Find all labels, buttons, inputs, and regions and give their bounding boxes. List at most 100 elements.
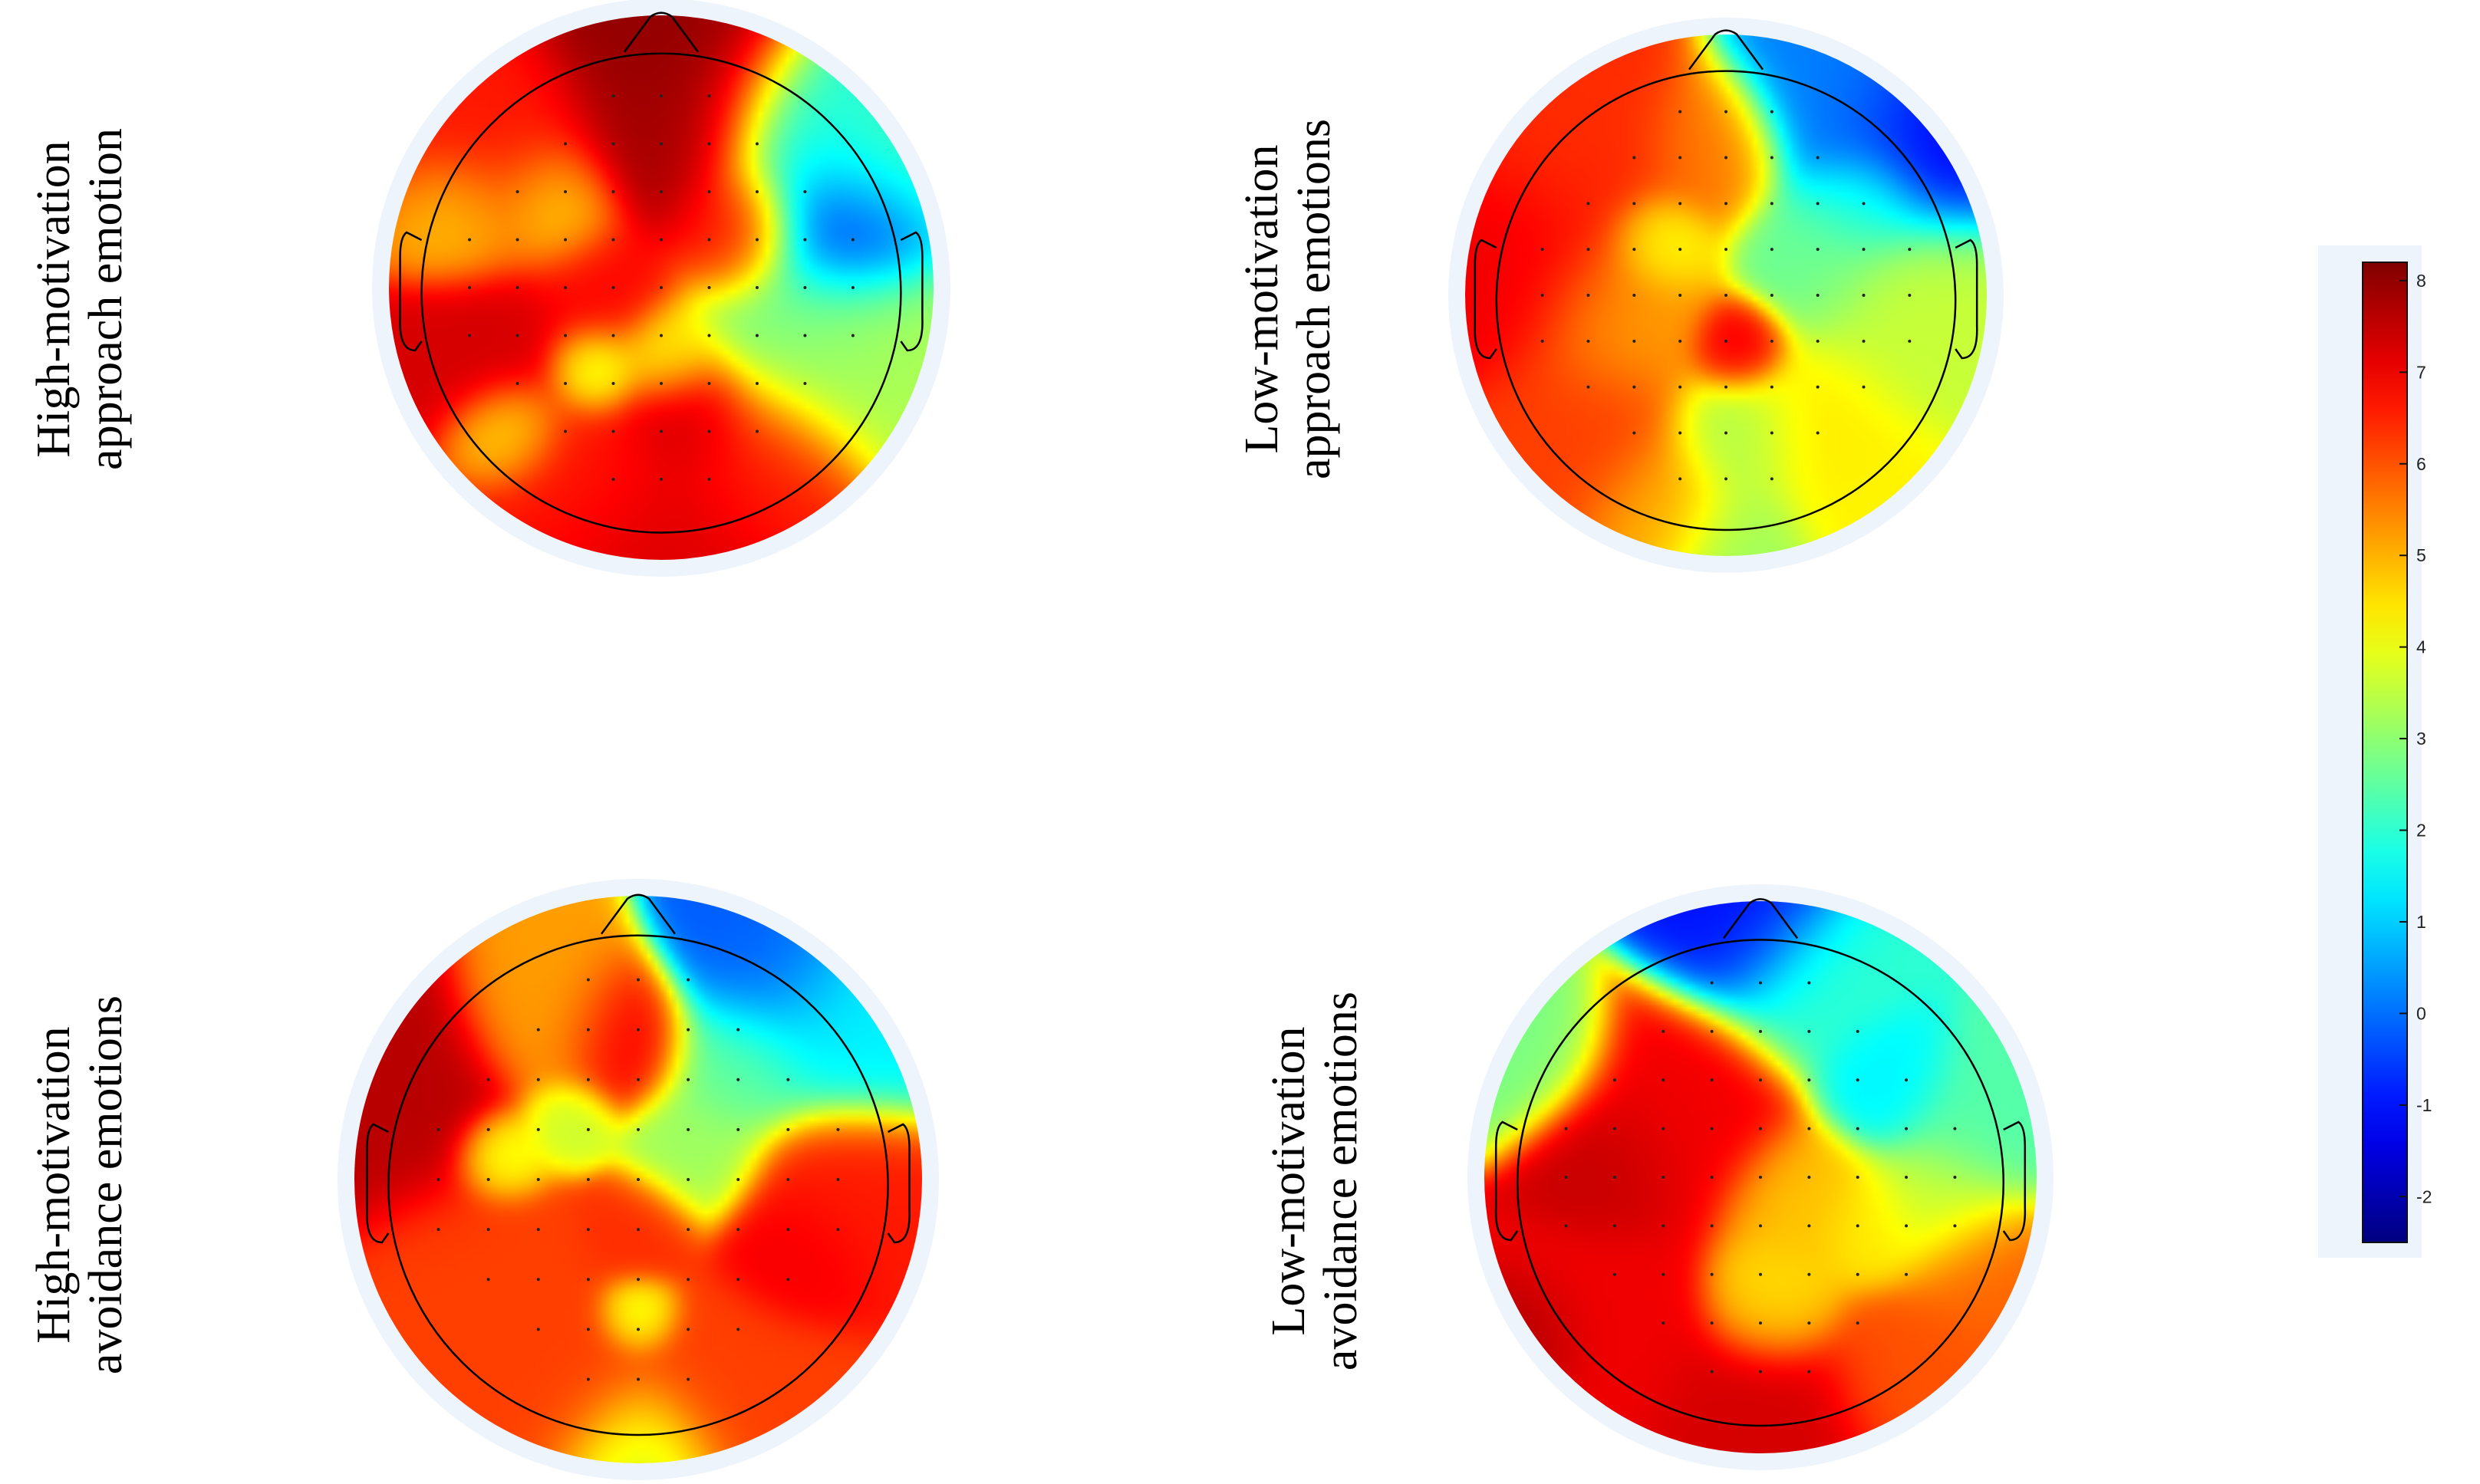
- electrode-dot: [1710, 1272, 1714, 1276]
- electrode-dot: [486, 1178, 490, 1181]
- electrode-dot: [1632, 431, 1636, 435]
- electrode-dot: [611, 381, 615, 385]
- electrode-dot: [1816, 248, 1820, 252]
- electrode-dot: [611, 142, 615, 146]
- electrode-dot: [1662, 1127, 1665, 1130]
- topomap-panel-4: Low-motivation avoidance emotions: [1263, 884, 2053, 1470]
- electrode-dot: [1807, 1078, 1811, 1082]
- electrode-dot: [1770, 385, 1774, 389]
- electrode-dot: [1710, 1370, 1714, 1374]
- electrode-dot: [1905, 1176, 1909, 1179]
- electrode-dot: [660, 190, 663, 194]
- electrode-dot: [660, 334, 663, 337]
- electrode-dot: [1710, 1029, 1714, 1033]
- electrode-dot: [707, 238, 711, 242]
- electrode-dot: [637, 1328, 640, 1331]
- colorbar-tick-label: 0: [2416, 1003, 2426, 1023]
- electrode-dot: [1710, 1176, 1714, 1179]
- electrode-dot: [1540, 339, 1544, 343]
- electrode-dot: [1662, 1272, 1665, 1276]
- electrode-dot: [637, 1377, 640, 1381]
- electrode-dot: [736, 1178, 740, 1181]
- electrode-dot: [586, 978, 590, 982]
- electrode-dot: [536, 1127, 540, 1131]
- electrode-dot: [1953, 1127, 1957, 1130]
- head-outline: [420, 52, 902, 534]
- electrode-dot: [1807, 1176, 1811, 1179]
- electrode-dot: [1807, 1370, 1811, 1374]
- electrode-dot: [1905, 1224, 1909, 1228]
- electrode-dot: [536, 1028, 540, 1032]
- electrode-dot: [1612, 1127, 1616, 1130]
- electrode-dot: [1724, 385, 1727, 389]
- colorbar-tick-label: 6: [2416, 454, 2426, 474]
- electrode-dot: [486, 1278, 490, 1282]
- electrode-dot: [564, 381, 568, 385]
- electrode-dot: [1586, 294, 1590, 297]
- electrode-dot: [1662, 1321, 1665, 1325]
- electrode-dot: [1816, 431, 1820, 435]
- electrode-dot: [586, 1377, 590, 1381]
- electrode-dot: [803, 238, 807, 242]
- electrode-dot: [564, 286, 568, 289]
- electrode-dot: [755, 142, 759, 146]
- colorbar-tick-label: -2: [2416, 1186, 2432, 1206]
- left-ear-outline: [366, 1123, 390, 1244]
- electrode-dot: [637, 1078, 640, 1081]
- electrode-dot: [1612, 1272, 1616, 1276]
- electrode-dot: [1908, 294, 1912, 297]
- electrode-dot: [1953, 1176, 1957, 1179]
- electrode-dot: [611, 429, 615, 433]
- electrode-dot: [1612, 1078, 1616, 1082]
- electrode-dot: [1710, 981, 1714, 985]
- electrode-dot: [637, 1228, 640, 1232]
- electrode-dot: [755, 190, 759, 194]
- colorbar: 8 7 6 5 4 3 2 1 0 -1 -2: [2318, 245, 2432, 1258]
- electrode-dot: [836, 1127, 840, 1131]
- electrode-dot: [1724, 248, 1727, 252]
- electrode-dot: [1807, 1224, 1811, 1228]
- electrode-dot: [786, 1278, 790, 1282]
- electrode-dot: [1862, 294, 1866, 297]
- electrode-dot: [611, 477, 615, 481]
- electrode-dot: [1856, 1272, 1859, 1276]
- electrode-dot: [1856, 1321, 1859, 1325]
- electrode-dot: [1759, 1127, 1762, 1130]
- electrode-dot: [851, 238, 855, 242]
- colorbar-tick-label: 8: [2416, 271, 2426, 291]
- electrode-dot: [1540, 248, 1544, 252]
- electrode-dot: [707, 94, 711, 98]
- electrode-dot: [1678, 477, 1682, 481]
- panel-label-line-2: approach emotions: [1288, 119, 1340, 479]
- electrode-dot: [468, 334, 472, 337]
- electrode-dot: [1724, 431, 1727, 435]
- electrode-dot: [687, 1328, 690, 1331]
- electrode-dot: [660, 381, 663, 385]
- electrode-dot: [1586, 248, 1590, 252]
- electrode-dot: [1632, 202, 1636, 206]
- electrode-dot: [586, 1127, 590, 1131]
- electrode-dot: [1856, 1029, 1859, 1033]
- electrode-dot: [1662, 1029, 1665, 1033]
- electrode-dot: [1770, 339, 1774, 343]
- electrode-dot: [611, 94, 615, 98]
- electrode-dot: [1905, 1127, 1909, 1130]
- colorbar-gradient: [2362, 262, 2408, 1243]
- electrode-dot: [486, 1078, 490, 1081]
- electrode-dot: [1662, 1078, 1665, 1082]
- electrode-dot: [1816, 156, 1820, 160]
- electrode-dot: [637, 1028, 640, 1032]
- electrode-dot: [755, 334, 759, 337]
- electrode-dot: [1710, 1127, 1714, 1130]
- colorbar-tick-label: 2: [2416, 821, 2426, 841]
- electrode-dot: [1856, 1078, 1859, 1082]
- colorbar-tick-label: -1: [2416, 1095, 2432, 1115]
- electrode-dot: [707, 142, 711, 146]
- electrode-dot: [1770, 294, 1774, 297]
- electrode-dot: [564, 429, 568, 433]
- electrode-dot: [1710, 1078, 1714, 1082]
- electrode-dot: [1678, 156, 1682, 160]
- electrode-dot: [1807, 1272, 1811, 1276]
- electrode-dot: [1678, 339, 1682, 343]
- right-ear-outline: [2002, 1120, 2027, 1242]
